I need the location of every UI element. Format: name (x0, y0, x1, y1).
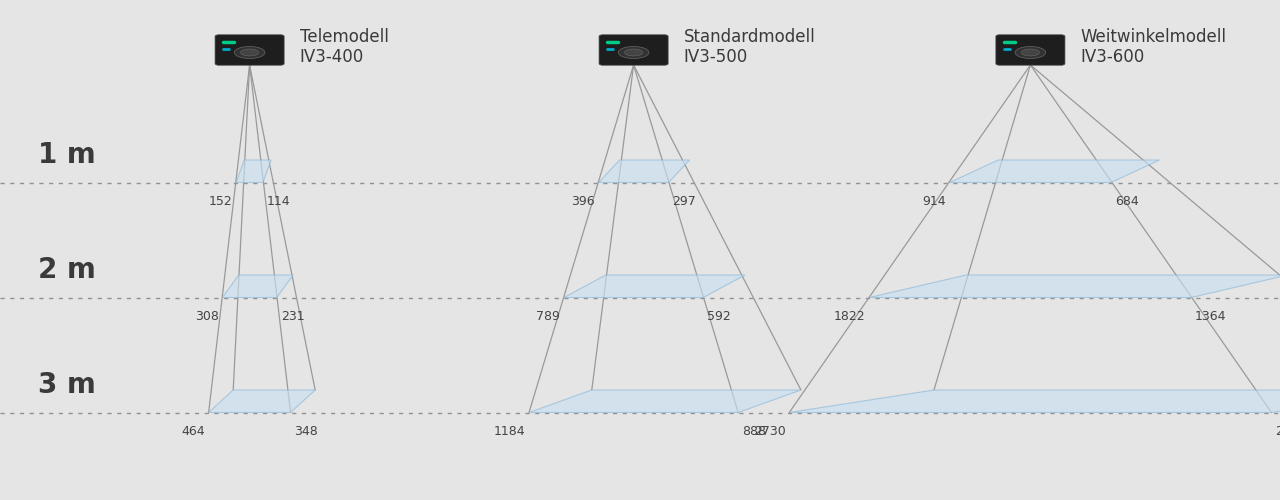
Text: 231: 231 (280, 310, 305, 323)
Circle shape (1015, 46, 1046, 58)
Polygon shape (564, 275, 745, 297)
Text: 1364: 1364 (1196, 310, 1226, 323)
Polygon shape (223, 275, 293, 297)
Text: 1 m: 1 m (38, 141, 96, 169)
Polygon shape (869, 275, 1280, 297)
Text: IV3-500: IV3-500 (684, 48, 748, 66)
Polygon shape (237, 160, 271, 182)
Text: Weitwinkelmodell: Weitwinkelmodell (1080, 28, 1226, 46)
Text: 1184: 1184 (494, 425, 525, 438)
Text: 914: 914 (922, 195, 946, 208)
Text: 592: 592 (707, 310, 731, 323)
Text: 308: 308 (195, 310, 219, 323)
Text: 464: 464 (182, 425, 205, 438)
Text: 2044: 2044 (1275, 425, 1280, 438)
Circle shape (1021, 49, 1039, 56)
Text: IV3-600: IV3-600 (1080, 48, 1144, 66)
Polygon shape (209, 390, 315, 412)
Text: Telemodell: Telemodell (300, 28, 388, 46)
Text: 297: 297 (672, 195, 696, 208)
Polygon shape (950, 160, 1160, 182)
Text: 2 m: 2 m (38, 256, 96, 284)
Polygon shape (529, 390, 801, 412)
Text: 152: 152 (209, 195, 233, 208)
Text: 1822: 1822 (835, 310, 865, 323)
Text: IV3-400: IV3-400 (300, 48, 364, 66)
Circle shape (241, 49, 259, 56)
Text: 684: 684 (1115, 195, 1139, 208)
Text: 348: 348 (294, 425, 319, 438)
Circle shape (625, 49, 643, 56)
FancyBboxPatch shape (599, 34, 668, 65)
Polygon shape (790, 390, 1280, 412)
Text: 396: 396 (571, 195, 595, 208)
Text: Standardmodell: Standardmodell (684, 28, 815, 46)
Polygon shape (599, 160, 690, 182)
FancyBboxPatch shape (215, 34, 284, 65)
Text: 3 m: 3 m (38, 371, 96, 399)
Circle shape (234, 46, 265, 58)
Circle shape (618, 46, 649, 58)
Text: 2730: 2730 (754, 425, 786, 438)
Text: 789: 789 (536, 310, 561, 323)
FancyBboxPatch shape (996, 34, 1065, 65)
Text: 114: 114 (266, 195, 291, 208)
Text: 888: 888 (742, 425, 765, 438)
